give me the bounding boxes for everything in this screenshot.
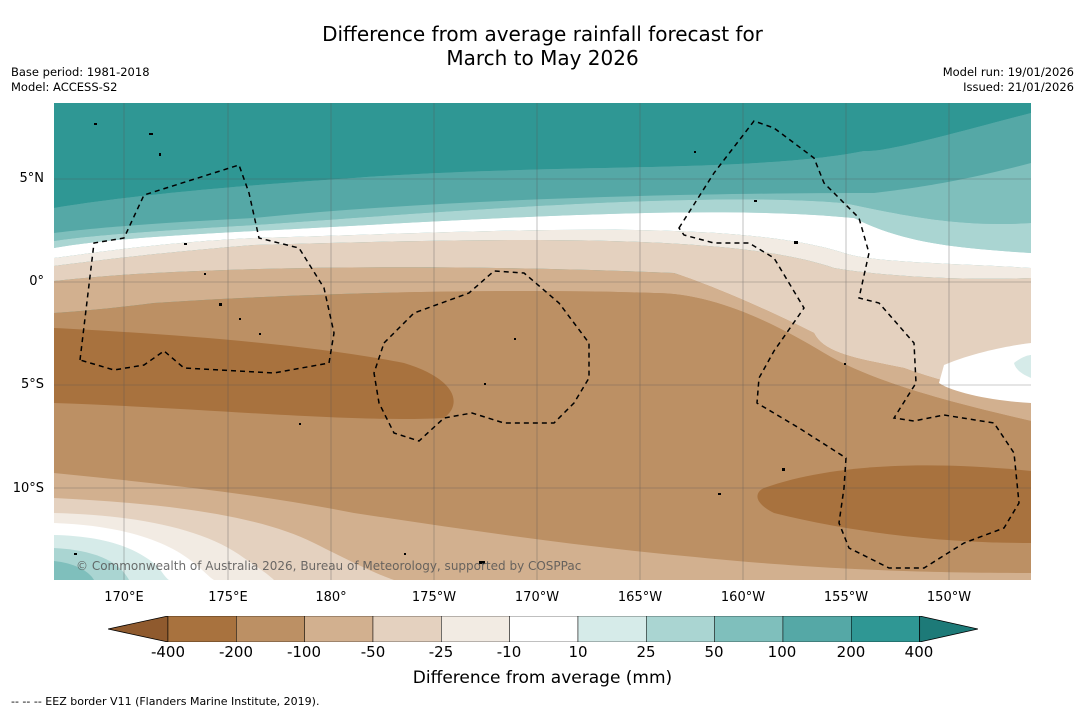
title-line-1: Difference from average rainfall forecas…: [322, 22, 763, 46]
legend-tick-0: -400: [150, 643, 186, 661]
legend-swatch-10: [851, 616, 920, 642]
lat-label-0: 0°: [29, 274, 44, 289]
islands: [74, 123, 846, 564]
title-line-2: March to May 2026: [446, 46, 639, 70]
legend-tick-1: -200: [218, 643, 254, 661]
legend-tick-3: -50: [360, 643, 386, 661]
legend-swatch-5: [509, 616, 579, 642]
rainfall-map: [54, 103, 1031, 580]
legend-swatch-3: [372, 616, 442, 642]
base-period: Base period: 1981-2018: [11, 65, 150, 79]
lon-label-175w: 175°W: [411, 590, 457, 605]
band-brown-east: [757, 465, 1031, 543]
legend-swatch-0: [167, 616, 237, 642]
legend-arrow-low: [108, 616, 169, 642]
issued-date: Issued: 21/01/2026: [963, 80, 1074, 94]
model-run: Model run: 19/01/2026: [942, 65, 1074, 79]
legend-title: Difference from average (mm): [412, 668, 673, 688]
model-name: Model: ACCESS-S2: [11, 80, 118, 94]
lat-label-10s: 10°S: [12, 481, 44, 496]
lat-label-5n: 5°N: [19, 171, 45, 186]
legend-tick-7: 25: [636, 643, 656, 661]
legend-colorbar: [108, 616, 978, 642]
legend-tick-2: -100: [286, 643, 322, 661]
lon-label-160w: 160°W: [720, 590, 766, 605]
model-info: Base period: 1981-2018 Model: ACCESS-S2: [11, 65, 150, 95]
band-beige: [54, 239, 1031, 403]
lon-label-180: 180°: [315, 590, 347, 605]
lat-label-5s: 5°S: [20, 377, 44, 392]
legend-swatch-4: [441, 616, 510, 642]
eez-borders: [79, 120, 1020, 569]
legend-swatch-1: [236, 616, 305, 642]
legend-tick-9: 100: [767, 643, 797, 661]
band-teal-mid: [54, 113, 1031, 233]
lon-label-170e: 170°E: [104, 590, 144, 605]
legend-swatch-9: [782, 616, 852, 642]
legend-tick-8: 50: [704, 643, 724, 661]
band-teal-pale: [54, 199, 1031, 253]
band-teal-mid-south: [54, 561, 94, 580]
band-brown: [54, 328, 454, 420]
legend-tick-6: 10: [568, 643, 588, 661]
band-teal-dark: [54, 103, 1031, 208]
legend-tick-10: 200: [836, 643, 866, 661]
legend-tick-11: 400: [904, 643, 934, 661]
grid-lines: [54, 103, 1031, 580]
legend-tick-5: -10: [496, 643, 522, 661]
band-tan: [54, 267, 1031, 421]
eez-note: -- -- -- EEZ border V11 (Flanders Marine…: [11, 695, 320, 708]
run-info: Model run: 19/01/2026 Issued: 21/01/2026: [943, 65, 1074, 95]
lon-label-170w: 170°W: [514, 590, 560, 605]
band-white: [54, 212, 1031, 268]
legend-swatch-7: [646, 616, 715, 642]
legend-swatch-6: [577, 616, 647, 642]
map-title: Difference from average rainfall forecas…: [0, 22, 1085, 70]
legend-swatch-8: [714, 616, 784, 642]
copyright-notice: © Commonwealth of Australia 2026, Bureau…: [76, 559, 582, 573]
legend-tick-4: -25: [428, 643, 454, 661]
lon-label-155w: 155°W: [823, 590, 869, 605]
band-teal-light: [54, 163, 1031, 241]
lon-label-150w: 150°W: [926, 590, 972, 605]
lon-label-165w: 165°W: [617, 590, 663, 605]
band-teal-pale-east: [1014, 355, 1031, 378]
legend-arrow-high: [919, 616, 978, 642]
lon-label-175e: 175°E: [208, 590, 248, 605]
band-cream: [54, 229, 1031, 279]
legend-swatch-2: [304, 616, 374, 642]
band-white-east: [939, 343, 1031, 403]
